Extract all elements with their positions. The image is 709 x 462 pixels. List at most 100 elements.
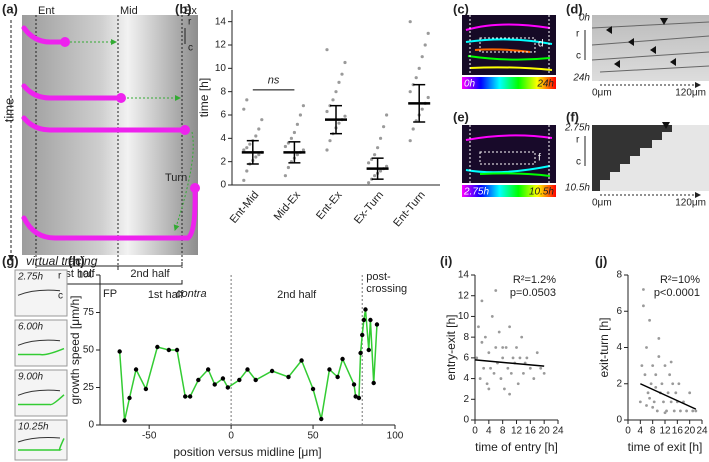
point: [133, 367, 139, 372]
point: [373, 174, 377, 178]
point: [212, 382, 217, 387]
point: [334, 90, 338, 94]
r-label: r: [188, 17, 192, 28]
point: [525, 356, 529, 360]
x0: 0μm: [592, 198, 612, 209]
point: [483, 335, 487, 339]
x-tick-label: 4: [638, 426, 644, 437]
point: [205, 367, 211, 372]
point: [187, 394, 193, 399]
point: [295, 122, 299, 126]
annotation: post-: [366, 271, 391, 283]
point: [196, 377, 201, 383]
y-tick-label: 10: [215, 63, 227, 74]
point: [368, 317, 373, 323]
point: [671, 382, 675, 386]
panel-label: (j): [595, 253, 607, 268]
y-tick-label: 4: [463, 373, 469, 384]
point: [260, 118, 264, 122]
point: [122, 418, 127, 423]
point: [542, 371, 546, 375]
point: [509, 371, 513, 375]
point: [643, 373, 647, 377]
point: [325, 48, 329, 52]
point: [286, 165, 290, 170]
point: [361, 317, 367, 323]
c-label: c: [188, 43, 193, 54]
point: [511, 356, 515, 360]
point: [485, 382, 489, 386]
point: [654, 373, 658, 377]
axon: [17, 389, 61, 396]
x-tick-label: 0: [625, 426, 631, 437]
point: [516, 382, 520, 386]
point: [691, 409, 695, 413]
point: [426, 95, 430, 100]
growth-front: [592, 125, 672, 191]
point: [292, 130, 296, 135]
point: [640, 364, 644, 368]
point: [411, 127, 415, 131]
point: [426, 31, 430, 35]
point: [482, 366, 486, 370]
mid-label: Mid: [120, 5, 138, 17]
x-tick-label: Mid-Ex: [272, 189, 304, 223]
point: [663, 411, 667, 415]
x-tick-label: Ex-Turn: [352, 189, 386, 226]
point: [539, 366, 543, 370]
y-tick-label: 4: [616, 342, 622, 353]
panel-label: (f): [566, 109, 579, 124]
marker: f: [538, 153, 541, 164]
point: [642, 304, 645, 308]
progress-arrows: [70, 39, 194, 231]
frame: [14, 369, 68, 417]
x-tick-label: 100: [387, 431, 404, 442]
axon: [17, 339, 61, 346]
point: [245, 367, 250, 372]
point: [225, 385, 231, 390]
point: [648, 318, 651, 322]
guides: [469, 15, 550, 75]
point: [367, 181, 371, 185]
point: [301, 148, 305, 152]
y-tick-label: 25: [83, 382, 95, 393]
frame-time: 6.00h: [18, 322, 43, 333]
point: [295, 153, 299, 157]
point: [340, 356, 345, 362]
r-label: r: [576, 135, 580, 146]
point: [385, 113, 389, 117]
point: [237, 377, 242, 383]
marker: d: [538, 39, 544, 50]
c-label: c: [58, 291, 63, 302]
point: [497, 330, 501, 334]
y-tick-label: 12: [215, 40, 227, 51]
point: [674, 391, 678, 395]
y-tick-label: 6: [616, 306, 622, 317]
panel-label: (b): [175, 1, 192, 16]
y-tick-label: 6: [220, 110, 226, 121]
point: [685, 409, 688, 413]
axon: [17, 289, 61, 296]
point: [487, 387, 491, 391]
tracing: [18, 438, 65, 451]
point: [242, 148, 246, 152]
x-tick-label: -50: [142, 431, 157, 442]
c-label: c: [576, 51, 581, 62]
point: [646, 391, 650, 395]
point: [319, 416, 324, 422]
point: [155, 344, 160, 350]
second-half-label: 2nd half: [130, 268, 170, 280]
annotation: crossing: [366, 283, 407, 295]
panel-label: (i): [440, 253, 452, 268]
panel-label: (h): [68, 253, 85, 268]
point: [520, 335, 524, 339]
ent-label: Ent: [38, 5, 55, 17]
frame-time: 9.00h: [18, 372, 43, 383]
point: [166, 347, 172, 353]
frame-time: 10.25h: [18, 422, 49, 433]
point: [325, 109, 329, 114]
point: [508, 392, 511, 396]
point: [143, 386, 149, 392]
